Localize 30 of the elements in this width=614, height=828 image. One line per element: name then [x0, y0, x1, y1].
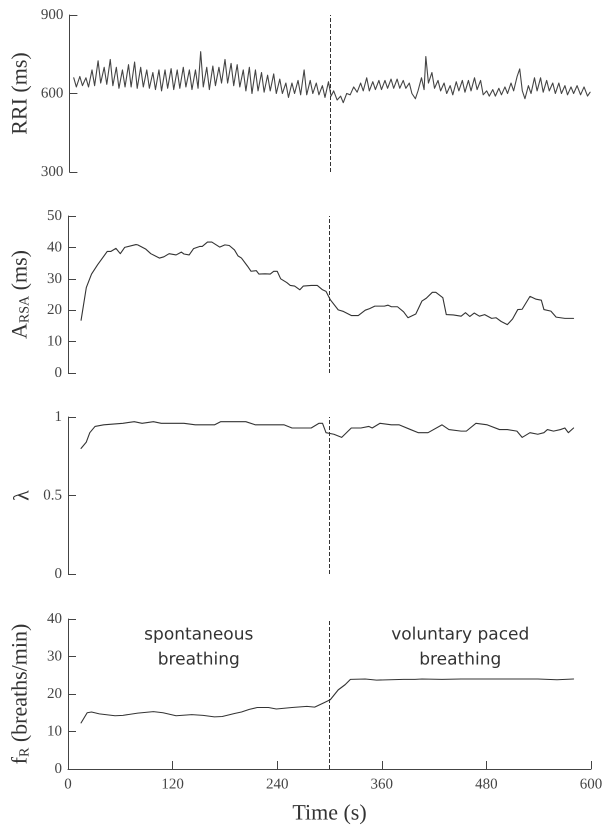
annotation: voluntary paced breathing [391, 624, 530, 670]
y-axis-title: RRI (ms) [6, 52, 32, 135]
y-tick-label: 0 [54, 566, 62, 582]
y-tick-label: 0.5 [43, 488, 62, 504]
y-tick-label: 0 [54, 761, 62, 777]
x-tick-label: 600 [580, 776, 602, 792]
y-tick-label: 20 [47, 302, 62, 318]
line-series [73, 51, 591, 104]
x-tick-label: 120 [161, 776, 184, 792]
y-tick-label: 900 [40, 7, 64, 23]
y-axis-title: fR (breaths/min) [6, 624, 32, 764]
y-tick-label: 10 [47, 334, 62, 350]
y-tick-label: 40 [47, 239, 62, 256]
y-axis-title: λ [8, 490, 34, 501]
y-tick-label: 600 [40, 86, 64, 102]
y-tick-label: 50 [47, 208, 62, 224]
y-tick-label: 40 [47, 611, 62, 627]
y-tick-label: 0 [54, 365, 62, 381]
x-axis-title: Time (s) [292, 800, 367, 824]
y-tick-label: 30 [47, 648, 62, 664]
annotation: spontaneous breathing [144, 624, 254, 670]
y-tick-label: 20 [47, 686, 62, 702]
x-tick-label: 360 [370, 776, 394, 792]
y-tick-label: 30 [47, 270, 62, 287]
y-axis-title: ARSA (ms) [6, 250, 32, 339]
y-tick-label: 300 [40, 164, 64, 180]
x-tick-label: 240 [266, 776, 288, 792]
x-tick-label: 480 [475, 776, 498, 792]
y-tick-label: 1 [54, 409, 62, 425]
y-tick-label: 10 [47, 724, 62, 740]
